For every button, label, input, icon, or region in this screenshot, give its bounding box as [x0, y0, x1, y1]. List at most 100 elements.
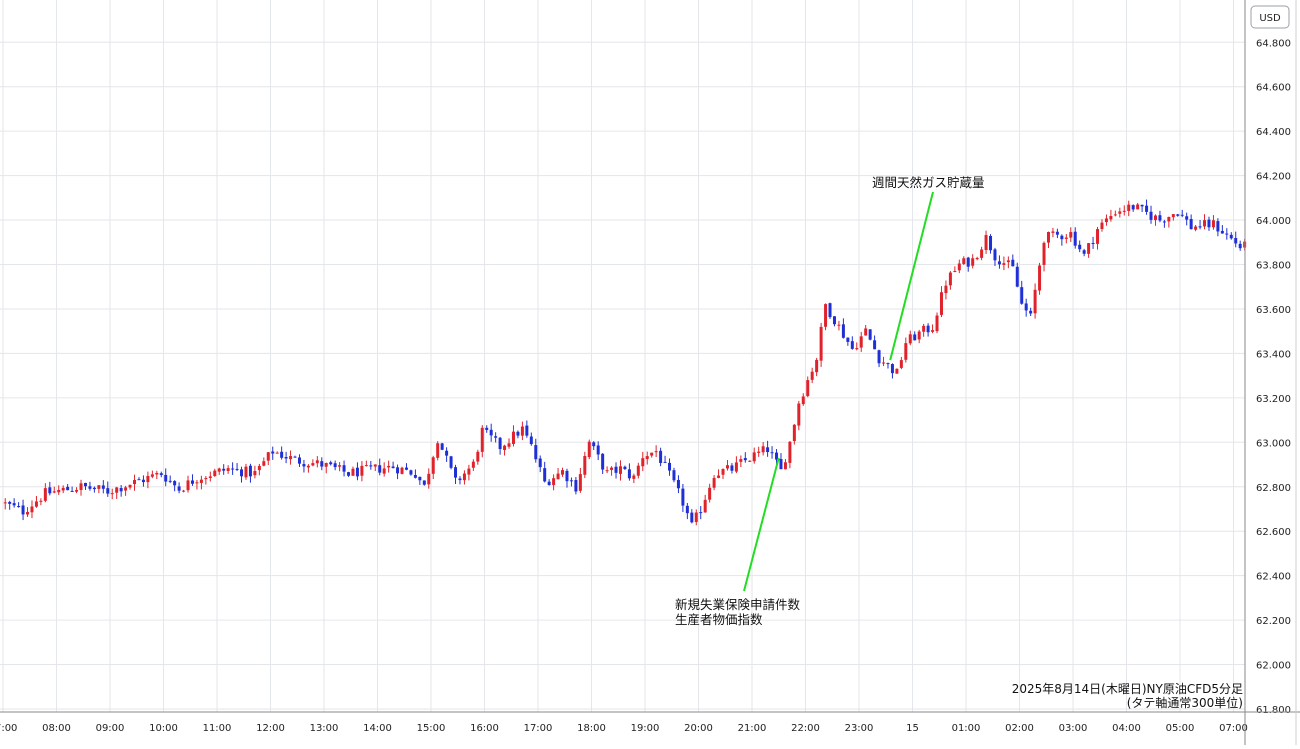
candle-body — [882, 362, 886, 364]
candle-body — [904, 343, 908, 360]
candle-body — [155, 472, 159, 475]
candle-body — [824, 304, 828, 327]
candle-body — [311, 463, 315, 466]
candle-body — [1006, 260, 1010, 263]
candle-body — [119, 487, 123, 492]
candle-body — [1055, 231, 1059, 235]
candle-body — [529, 436, 533, 445]
candle-body — [57, 489, 61, 493]
candle-body — [485, 427, 489, 430]
candle-body — [1038, 265, 1042, 291]
candle-body — [815, 359, 819, 373]
candle-body — [1180, 214, 1184, 216]
candle-body — [610, 467, 614, 470]
candle-body — [574, 480, 578, 492]
candle-body — [886, 363, 890, 365]
candle-body — [182, 490, 186, 492]
candle-body — [975, 257, 979, 260]
candle-body — [1131, 205, 1135, 210]
candle-body — [592, 442, 596, 447]
candle-body — [1064, 237, 1068, 239]
candle-body — [471, 461, 475, 468]
candle-body — [556, 473, 560, 480]
candle-body — [173, 481, 177, 486]
candle-body — [797, 403, 801, 426]
annotation-label: 生産者物価指数 — [675, 612, 763, 627]
candle-body — [1118, 211, 1122, 214]
candle-body — [1189, 219, 1193, 230]
candle-body — [1096, 229, 1100, 244]
candle-body — [1234, 238, 1238, 244]
candle-body — [922, 325, 926, 332]
candle-body — [1238, 243, 1242, 249]
candle-body — [913, 334, 917, 341]
x-tick-label: 08:00 — [42, 723, 71, 734]
candle-body — [217, 468, 221, 472]
candle-body — [561, 470, 565, 475]
x-tick-label: 21:00 — [738, 723, 767, 734]
candle-body — [52, 491, 56, 493]
candle-body — [984, 235, 988, 250]
candle-body — [467, 468, 471, 475]
candle-body — [708, 487, 712, 500]
candle-body — [133, 479, 137, 485]
candle-body — [1171, 214, 1175, 218]
candle-body — [1091, 242, 1095, 244]
candle-body — [944, 285, 948, 294]
candle-body — [1136, 204, 1140, 210]
y-tick-label: 62.200 — [1256, 616, 1291, 627]
y-tick-label: 63.000 — [1256, 438, 1291, 449]
candle-body — [1011, 259, 1015, 267]
x-tick-label: 10:00 — [149, 723, 178, 734]
candle-body — [801, 396, 805, 405]
x-tick-label: 19:00 — [631, 723, 660, 734]
candle-body — [70, 490, 74, 492]
candle-body — [498, 437, 502, 450]
annotation-leader-line — [889, 191, 934, 361]
candle-body — [627, 469, 631, 479]
candle-body — [1015, 266, 1019, 287]
candle-body — [97, 485, 101, 489]
currency-badge-label: USD — [1259, 13, 1281, 24]
y-tick-label: 63.600 — [1256, 305, 1291, 316]
candle-body — [543, 468, 547, 482]
candle-body — [226, 468, 230, 471]
candle-body — [231, 468, 235, 470]
candle-body — [837, 324, 841, 326]
candle-body — [1029, 310, 1033, 314]
candle-body — [899, 360, 903, 368]
candle-body — [810, 371, 814, 380]
candle-body — [26, 511, 30, 515]
candle-body — [329, 462, 333, 465]
candle-body — [676, 479, 680, 489]
candle-body — [534, 445, 538, 460]
x-tick-label: 15 — [906, 723, 919, 734]
candle-body — [1078, 244, 1082, 250]
candle-body — [690, 512, 694, 523]
candle-body — [92, 487, 96, 490]
y-tick-label: 63.200 — [1256, 394, 1291, 405]
y-tick-label: 64.200 — [1256, 172, 1291, 183]
candle-body — [351, 468, 355, 476]
x-tick-label: 07:00 — [1219, 723, 1248, 734]
candle-body — [957, 263, 961, 271]
candle-body — [150, 474, 154, 477]
candle-body — [828, 303, 832, 318]
candle-body — [511, 431, 515, 444]
candle-body — [177, 486, 181, 491]
candle-body — [39, 500, 43, 502]
candle-body — [587, 441, 591, 458]
candle-body — [409, 470, 413, 475]
candle-body — [1158, 215, 1162, 221]
candle-body — [333, 463, 337, 468]
candle-body — [1162, 221, 1166, 223]
candle-body — [596, 445, 600, 455]
candle-body — [436, 443, 440, 458]
candle-body — [1220, 230, 1224, 234]
candle-body — [489, 429, 493, 436]
candle-body — [993, 249, 997, 261]
candle-body — [101, 485, 105, 489]
candle-body — [868, 329, 872, 340]
candle-body — [890, 364, 894, 374]
